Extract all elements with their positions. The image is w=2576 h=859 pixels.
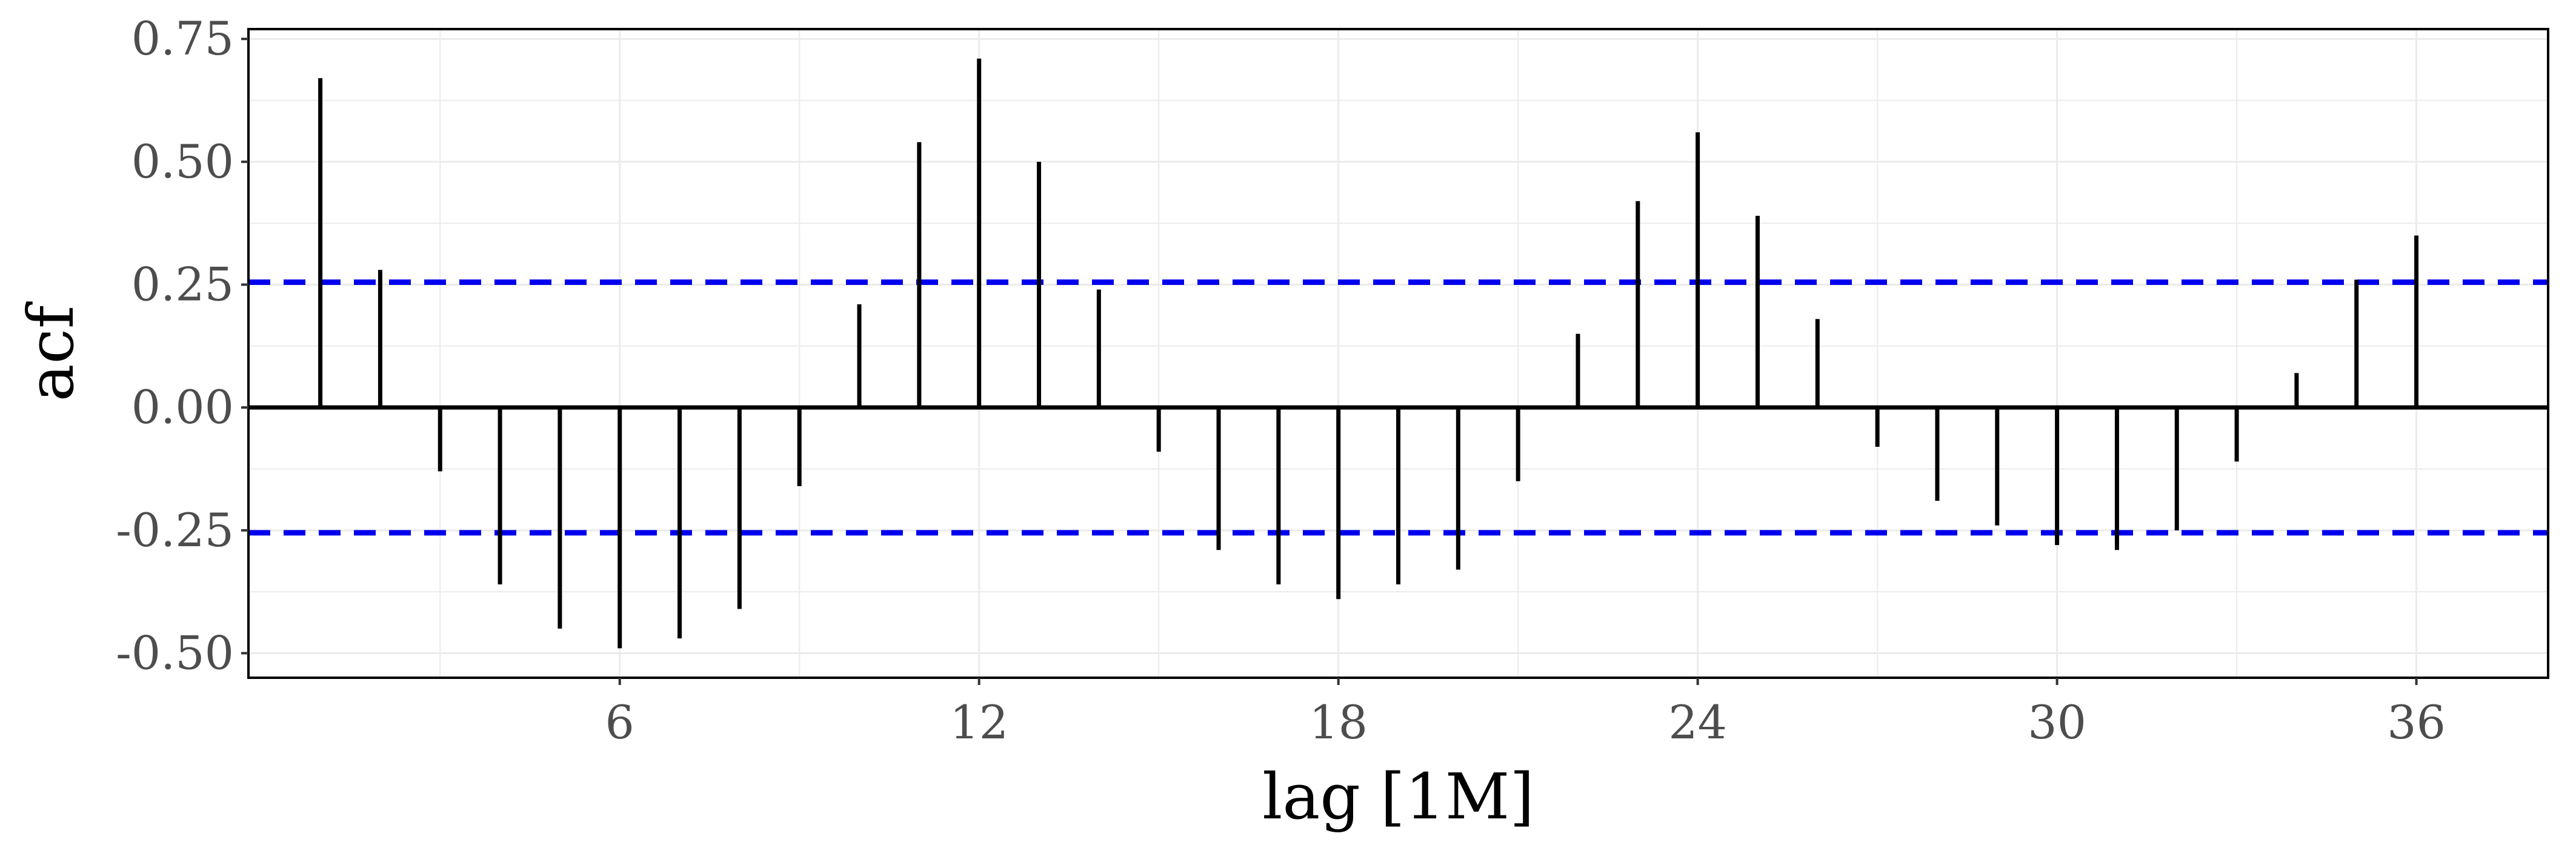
y-axis: -0.50 -0.25 0.00 0.25 0.50 0.75 [116, 12, 248, 680]
x-tick-label: 12 [950, 695, 1008, 749]
x-tick-label: 18 [1309, 695, 1368, 749]
minor-gridlines [248, 29, 2548, 678]
x-axis: 6 12 18 24 30 36 [605, 678, 2446, 749]
x-tick-label: 6 [605, 695, 634, 749]
acf-bars [318, 58, 2419, 649]
x-tick-label: 24 [1668, 695, 1727, 749]
y-tick-label: 0.25 [131, 258, 234, 312]
y-tick-label: 0.50 [131, 135, 234, 189]
y-tick-label: -0.25 [116, 503, 234, 557]
y-tick-label: 0.00 [131, 380, 234, 434]
y-axis-title: acf [14, 301, 88, 401]
x-tick-label: 30 [2028, 695, 2086, 749]
x-tick-label: 36 [2387, 695, 2446, 749]
confidence-bounds [248, 279, 2548, 536]
panel-border [247, 28, 2549, 679]
x-axis-title: lag [1M] [1262, 760, 1534, 834]
y-tick-label: -0.50 [116, 626, 234, 680]
y-tick-label: 0.75 [131, 12, 234, 65]
